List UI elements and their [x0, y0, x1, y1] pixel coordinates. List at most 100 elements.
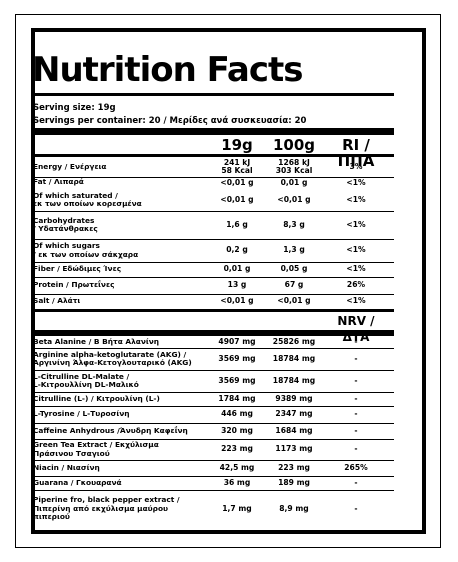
ingredient-value-per-100g: 9389 mg: [275, 393, 313, 403]
serving-size: Serving size: 19g: [33, 103, 116, 113]
nutrient-value-per-100g-line: 0,05 g: [280, 264, 308, 274]
column-header-per-serving: 19g: [221, 136, 253, 154]
ingredient-value-per-serving: 446 mg: [221, 409, 253, 419]
ingredient-name: L-Citrulline DL-Malate / L-Κιτρουλλίνη DL…: [33, 371, 139, 390]
ingredient-nrv: -: [354, 477, 358, 487]
ingredient-nrv: -: [354, 425, 358, 435]
ingredient-nrv: -: [354, 353, 358, 363]
ingredient-value-per-100g: 25826 mg: [272, 336, 316, 346]
nutrient-name: Fat / Λιπαρά: [33, 177, 84, 187]
nutrient-name: Protein / Πρωτεΐνες: [33, 281, 114, 290]
ingredient-name-line: L-Κιτρουλλίνη DL-Μαλικό: [33, 380, 139, 389]
ingredient-value-per-serving: 3569 mg: [218, 375, 256, 385]
nutrient-value-per-100g-line: <0,01 g: [277, 296, 311, 306]
nutrient-value-per-serving-line: 0,01 g: [223, 264, 251, 274]
row-divider: [32, 211, 394, 212]
nutrient-name-line: Of which sugars: [33, 241, 100, 250]
nutrient-value-per-100g: 1268 kJ 303 Kcal: [268, 157, 320, 176]
ingredient-value-per-100g: 1684 mg: [275, 425, 313, 435]
nutrient-value-per-serving: <0,01 g: [214, 178, 260, 188]
nutrient-value-per-serving: <0,01 g: [214, 297, 260, 306]
row-divider: [32, 348, 394, 349]
nutrient-value-per-100g: 0,01 g: [268, 178, 320, 188]
mid-rule: [32, 309, 394, 312]
nutrient-name-line: Of which saturated /: [33, 190, 118, 200]
nutrient-value-per-100g-line: 1268 kJ: [278, 157, 310, 167]
row-divider: [32, 239, 394, 240]
column-header-ri: RI / ΠΠΑ: [337, 136, 375, 170]
ingredient-value-per-serving: 320 mg: [221, 425, 253, 435]
nutrient-name: Of which sugars / εκ των οποίων σάκχαρα: [33, 241, 139, 259]
nutrient-value-per-100g-line: <0,01 g: [277, 194, 311, 204]
ingredient-name: Green Tea Extract / Εκχύλισμα Πράσινου Τσ…: [33, 440, 159, 458]
nutrient-ri: 26%: [346, 280, 366, 290]
ingredient-value-per-serving: 42,5 mg: [219, 462, 255, 472]
ingredient-nrv: -: [354, 409, 358, 419]
header-rule: [32, 154, 394, 157]
nutrient-value-per-serving-line: 58 Kcal: [221, 166, 253, 175]
title-rule: [32, 93, 394, 96]
ingredient-nrv: -: [354, 336, 358, 346]
ingredient-name: Caffeine Anhydrous /Άνυδρη Καφεΐνη: [33, 426, 188, 436]
ingredient-name-line: πιπεριού: [33, 512, 70, 522]
ingredient-nrv: -: [354, 375, 358, 385]
ingredient-name-line: Αργινίνη Άλφα-Κετογλουταρικό (AKG): [33, 358, 192, 367]
nutrient-value-per-serving: 13 g: [214, 281, 260, 290]
ingredient-name: Citrulline (L-) / Κιτρουλίνη (L-): [33, 393, 160, 404]
nutrient-value-per-100g-line: 67 g: [284, 280, 304, 290]
row-divider: [32, 262, 394, 263]
nutrient-name-line: Fiber / Εδώδιμες Ίνες: [33, 264, 122, 274]
nutrient-value-per-100g: <0,01 g: [268, 297, 320, 306]
row-divider: [32, 439, 394, 440]
ingredient-nrv: -: [354, 503, 358, 513]
ingredient-name-line: Πιπερίνη από εκχύλισμα μαύρου: [33, 503, 169, 513]
nutrient-value-per-serving: 0,01 g: [214, 265, 260, 274]
nutrient-name-line: Carbohydrates: [33, 215, 95, 225]
ingredient-name-line: Beta Alanine / Β Βήτα Αλανίνη: [33, 336, 160, 346]
nutrient-name-line: Salt / Αλάτι: [33, 296, 81, 306]
nutrient-value-per-serving-line: 1,6 g: [226, 219, 248, 229]
row-divider: [32, 392, 394, 393]
row-divider: [32, 370, 394, 371]
nutrient-ri: <1%: [346, 296, 366, 306]
ingredient-name-line: Πράσινου Τσαγιού: [33, 448, 110, 458]
nutrient-ri: <1%: [346, 245, 366, 255]
nutrient-value-per-100g-line: 303 Kcal: [275, 166, 313, 175]
ingredient-name-line: Niacin / Νιασίνη: [33, 462, 100, 472]
ingredient-name-line: L-Citrulline DL-Malate /: [33, 371, 130, 381]
ingredient-name-line: Guarana / Γκουαρανά: [33, 477, 122, 487]
thick-rule-bottom: [32, 330, 394, 336]
nutrient-value-per-serving: 0,2 g: [214, 246, 260, 255]
row-divider: [32, 406, 394, 407]
ingredient-nrv: -: [354, 393, 358, 403]
nutrient-value-per-serving: <0,01 g: [214, 194, 260, 205]
ingredient-name: Arginine alpha-ketoglutarate (AKG) / Αργι…: [33, 349, 192, 368]
outer-frame: [15, 14, 441, 548]
nutrient-ri: <1%: [346, 219, 366, 229]
nutrient-name-line: / Υδατάνθρακες: [33, 224, 98, 233]
nutrient-ri: <1%: [346, 194, 366, 204]
nutrient-value-per-100g: 1,3 g: [268, 246, 320, 255]
ingredient-name: L-Tyrosine / L-Τυροσίνη: [33, 410, 130, 419]
ingredient-value-per-serving: 4907 mg: [218, 336, 256, 346]
nutrient-value-per-100g: 67 g: [268, 281, 320, 290]
ingredient-value-per-100g: 8,9 mg: [279, 503, 309, 513]
nutrition-panel: [31, 28, 426, 534]
row-divider: [32, 177, 394, 178]
thick-rule-top: [32, 128, 394, 135]
ingredient-name-line: Citrulline (L-) / Κιτρουλίνη (L-): [33, 393, 160, 403]
ingredient-name: Beta Alanine / Β Βήτα Αλανίνη: [33, 336, 160, 347]
nutrient-name: Of which saturated / εκ των οποίων κορεσμ…: [33, 190, 142, 209]
ingredient-name-line: L-Tyrosine / L-Τυροσίνη: [33, 409, 130, 419]
row-divider: [32, 460, 394, 461]
nutrient-value-per-serving-line: <0,01 g: [220, 194, 254, 204]
row-divider: [32, 294, 394, 295]
ingredient-name-line: Arginine alpha-ketoglutarate (AKG) /: [33, 349, 187, 359]
ingredient-name-line: Green Tea Extract / Εκχύλισμα: [33, 440, 159, 449]
ingredient-nrv: 265%: [344, 462, 368, 472]
nutrient-name-line: Protein / Πρωτεΐνες: [33, 280, 115, 290]
nutrient-name-line: / εκ των οποίων σάκχαρα: [33, 249, 139, 259]
nutrient-value-per-serving-line: 241 kJ: [223, 157, 251, 167]
nutrient-value-per-100g: <0,01 g: [268, 194, 320, 205]
row-divider: [32, 476, 394, 477]
